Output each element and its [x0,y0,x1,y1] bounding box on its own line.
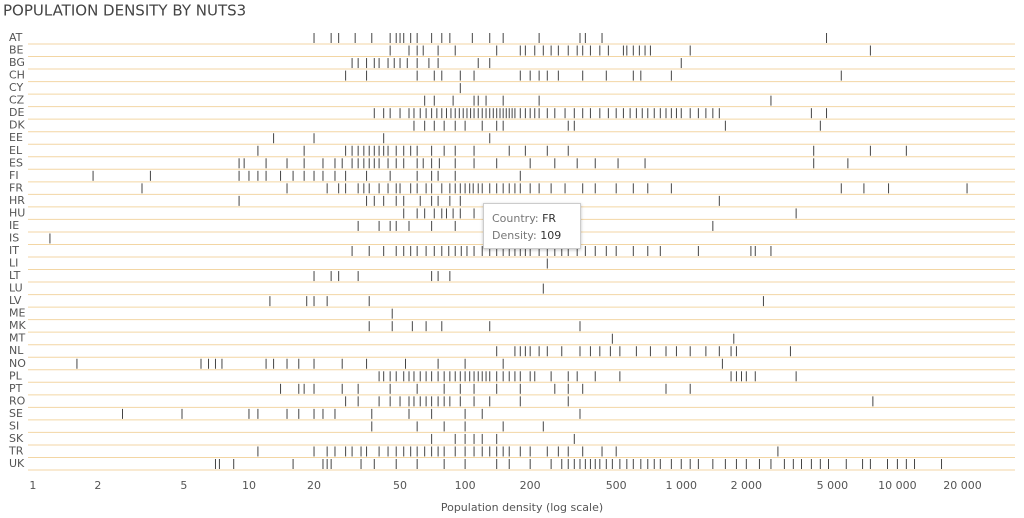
x-tick-label: 10 [242,479,256,492]
y-tick-label: DE [9,106,24,119]
y-tick-label: AT [9,31,23,44]
x-tick-label: 100 [455,479,476,492]
y-tick-label: IS [9,231,19,244]
y-tick-label: SI [9,419,19,432]
chart-title: POPULATION DENSITY BY NUTS3 [3,2,246,20]
y-tick-label: NO [9,357,26,370]
y-tick-label: IE [9,219,19,232]
y-tick-label: EL [9,144,23,157]
y-tick-label: BE [9,44,24,57]
tooltip-label: Country: [492,212,539,225]
y-tick-label: UK [9,457,25,470]
tooltip: Country: FR Density: 109 [483,203,581,249]
tooltip-value: FR [542,212,557,225]
y-tick-label: NL [9,344,24,357]
y-tick-label: MK [9,319,26,332]
y-tick-label: CY [9,81,23,94]
y-tick-label: CZ [9,94,25,107]
y-tick-label: HU [9,206,25,219]
x-axis-label: Population density (log scale) [441,501,603,514]
y-tick-label: EE [9,131,23,144]
x-tick-label: 10 000 [878,479,917,492]
x-tick-label: 2 000 [731,479,763,492]
tooltip-value: 109 [540,229,562,242]
y-tick-label: ME [9,307,25,320]
x-tick-label: 1 000 [666,479,698,492]
y-tick-label: TR [8,444,24,457]
y-tick-label: LI [9,257,18,270]
x-tick-label: 500 [606,479,627,492]
y-tick-label: LU [9,282,23,295]
x-tick-label: 5 000 [817,479,849,492]
x-tick-label: 20 000 [943,479,982,492]
y-tick-label: RO [9,394,26,407]
y-tick-label: SK [9,432,24,445]
x-tick-label: 200 [520,479,541,492]
y-tick-label: PL [9,369,23,382]
y-tick-label: DK [9,119,25,132]
x-tick-label: 2 [94,479,101,492]
y-tick-label: IT [9,244,19,257]
x-tick-label: 20 [307,479,321,492]
y-tick-label: BG [9,56,25,69]
y-tick-label: FR [9,181,23,194]
y-tick-label: PT [9,382,23,395]
y-tick-label: FI [9,169,19,182]
y-tick-label: MT [9,332,25,345]
x-tick-label: 50 [393,479,407,492]
y-tick-label: SE [9,407,23,420]
y-tick-label: LV [9,294,22,307]
x-tick-label: 1 [29,479,36,492]
y-tick-label: HR [9,194,25,207]
y-tick-label: CH [9,69,25,82]
y-tick-label: ES [9,156,23,169]
x-tick-label: 5 [180,479,187,492]
tooltip-label: Density: [492,229,537,242]
y-tick-label: LT [9,269,21,282]
